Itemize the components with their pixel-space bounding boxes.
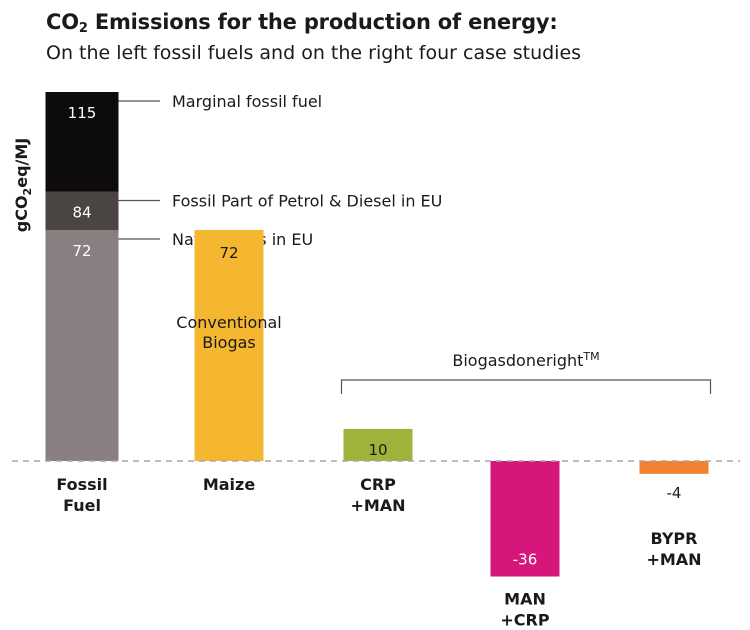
legend-label: Fossil Part of Petrol & Diesel in EU xyxy=(172,191,442,210)
fossil-segment-value-label: 115 xyxy=(68,104,97,122)
bar-value-label: 72 xyxy=(219,244,238,262)
category-label: Maize xyxy=(203,475,256,494)
chart-subtitle: On the left fossil fuels and on the righ… xyxy=(46,42,582,64)
category-label: +MAN xyxy=(646,550,701,569)
bar-value-label: -36 xyxy=(513,551,538,569)
y-axis-label: gCO2eq/MJ xyxy=(12,138,34,232)
bar-crp-man xyxy=(343,428,413,461)
category-label: +MAN xyxy=(350,496,405,515)
title-subscript: 2 xyxy=(78,21,88,36)
y-axis-label-text: gCO2eq/MJ xyxy=(12,138,34,232)
biogasdoneright-label: BiogasdonerightTM xyxy=(452,350,599,370)
bar-maize xyxy=(194,229,264,461)
biogasdoneright-bracket xyxy=(340,379,712,394)
fossil-bar-segment-2 xyxy=(45,229,119,461)
bar-value-label: 10 xyxy=(368,441,387,459)
category-label: BYPR xyxy=(651,529,698,548)
category-label: Fuel xyxy=(63,496,101,515)
category-label: Fossil xyxy=(56,475,107,494)
bar-value-label: -4 xyxy=(667,484,682,502)
bar-title-label: Conventional xyxy=(176,313,281,332)
title-suffix: Emissions for the production of energy: xyxy=(87,10,558,34)
chart-title: CO2 Emissions for the production of ener… xyxy=(46,10,558,36)
category-label: MAN xyxy=(504,590,546,609)
legend-label: Marginal fossil fuel xyxy=(172,92,322,111)
fossil-segment-value-label: 84 xyxy=(72,203,91,221)
bar-man-crp xyxy=(490,461,560,577)
title-prefix: CO xyxy=(46,10,79,34)
bar-bypr-man xyxy=(639,461,709,474)
category-label: +CRP xyxy=(500,611,549,630)
category-label: CRP xyxy=(360,475,396,494)
fossil-segment-value-label: 72 xyxy=(72,242,91,260)
bar-title-label: Biogas xyxy=(202,333,256,352)
